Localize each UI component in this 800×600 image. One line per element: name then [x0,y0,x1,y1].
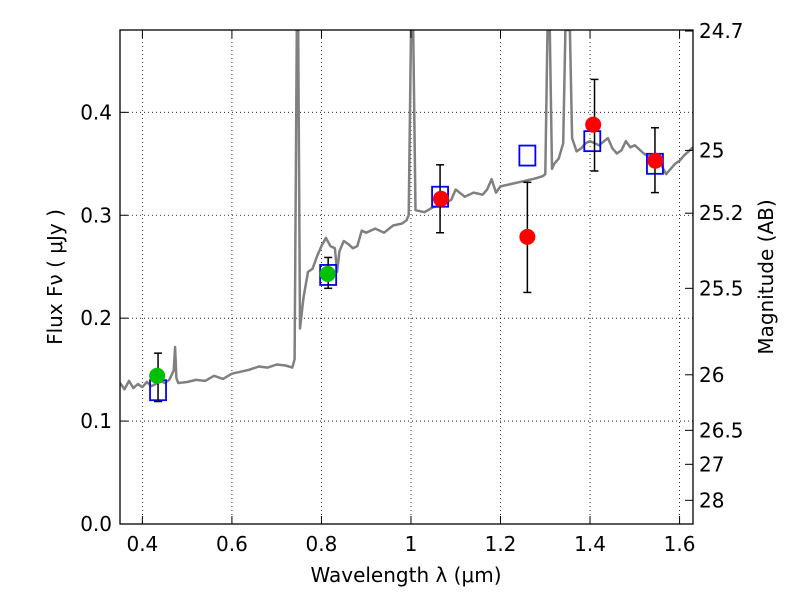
right-tick-label: 26 [699,363,724,387]
observed-flux-point [585,116,602,133]
x-tick-label: 1.4 [574,532,606,556]
ticks: 0.4 0.6 0.8 1 1.2 1.4 1.6 0.0 0.1 0.2 0.3 0.4 24.7 25… [80,19,743,556]
observed-flux-point [149,367,166,384]
right-tick-label: 24.7 [699,19,744,43]
right-tick-label: 25.2 [699,201,744,225]
y-tick-label: 0.0 [80,512,112,536]
right-tick-label: 25.5 [699,276,744,300]
x-tick-label: 1.6 [664,532,696,556]
y-tick-label: 0.1 [80,409,112,433]
x-tick-label: 1.2 [485,532,517,556]
data-layer [120,30,693,403]
model-flux-square [518,144,537,167]
y-tick-label: 0.2 [80,306,112,330]
observed-flux-point [319,265,336,282]
right-tick-label: 26.5 [699,418,744,442]
x-axis-label: Wavelength λ (μm) [310,563,501,587]
observed-flux-point [647,152,664,169]
right-tick-label: 25 [699,138,724,162]
right-tick-label: 28 [699,488,724,512]
plot-background [120,30,693,524]
y-axis-label: Flux Fν ( μJy ) [43,209,67,345]
observed-flux-point [519,228,536,245]
plot-frame [119,29,694,525]
template-spectrum-line [120,30,693,391]
x-tick-label: 1 [405,532,418,556]
x-tick-label: 0.4 [126,532,158,556]
x-tick-label: 0.8 [306,532,338,556]
y-tick-label: 0.3 [80,203,112,227]
x-tick-label: 0.6 [216,532,248,556]
right-tick-label: 27 [699,452,724,476]
observed-flux-point [432,190,449,207]
y2-axis-label: Magnitude (AB) [754,199,778,354]
y-tick-label: 0.4 [80,100,112,124]
